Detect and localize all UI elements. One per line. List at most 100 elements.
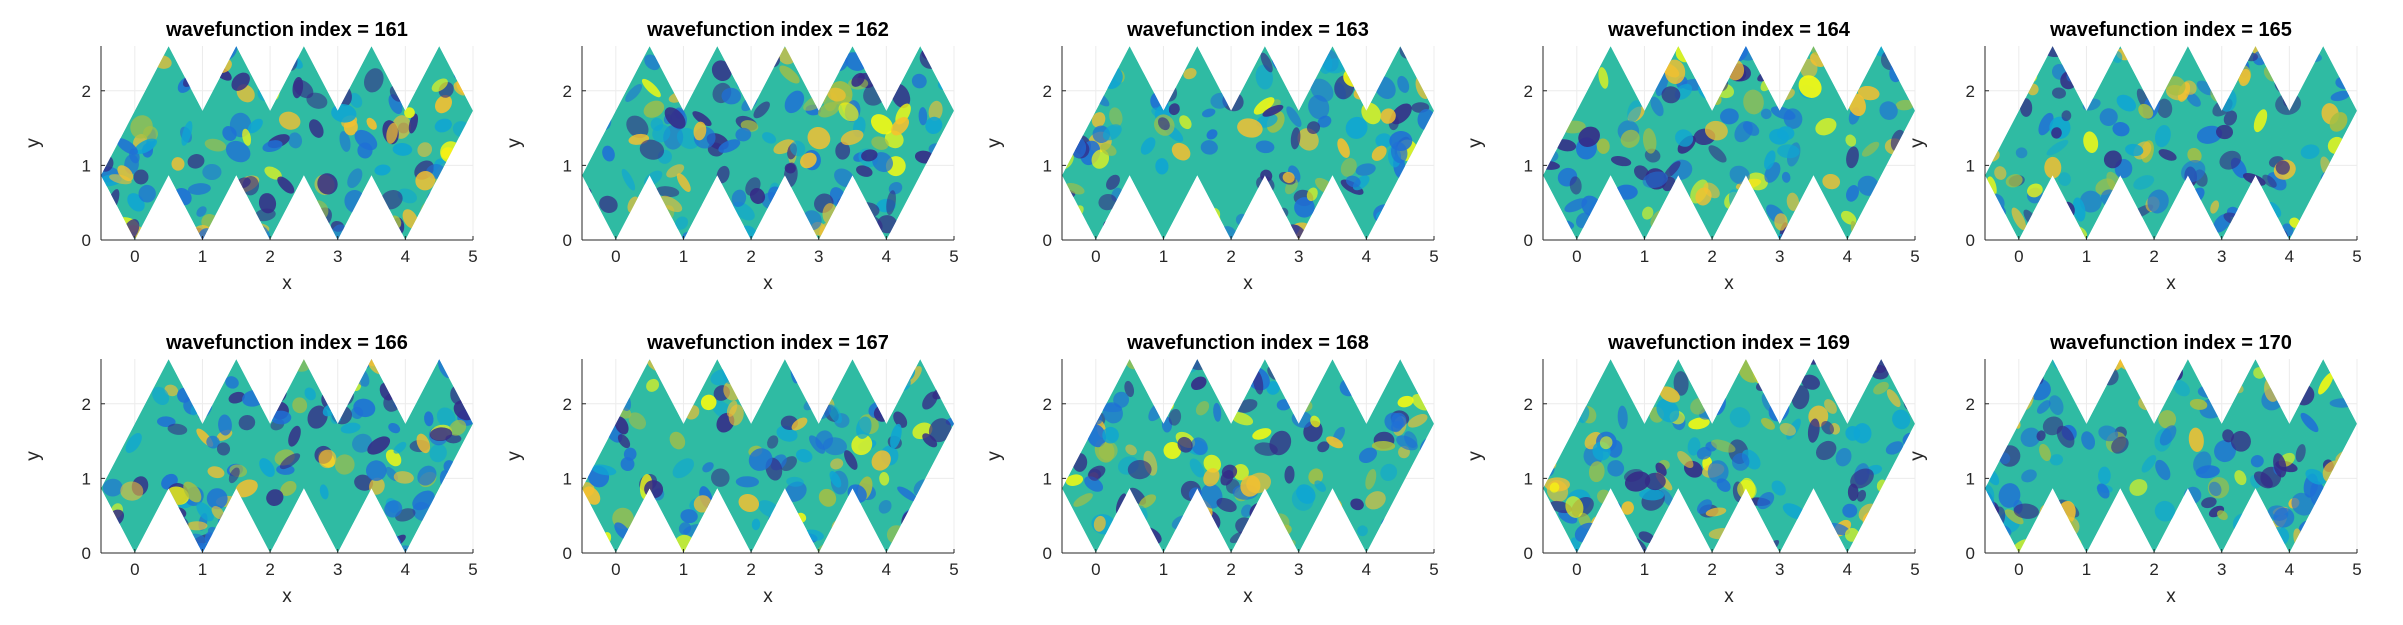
field-blob — [599, 195, 618, 214]
field-blob — [461, 202, 473, 215]
field-blob — [1206, 129, 1218, 140]
x-tick-label: 2 — [1707, 247, 1716, 266]
field-blob — [2272, 369, 2285, 392]
field-blob — [2176, 199, 2195, 215]
field-blob — [928, 184, 948, 208]
field-blob — [1998, 483, 2021, 508]
wavefunction-heatmap — [101, 46, 473, 240]
wavefunction-heatmap — [582, 46, 954, 240]
x-tick-label: 0 — [1091, 247, 1100, 266]
field-blob — [1569, 176, 1582, 195]
y-tick-label: 1 — [1524, 469, 1533, 488]
x-tick-label: 4 — [882, 560, 891, 579]
field-blob — [1856, 489, 1867, 502]
field-blob — [839, 230, 852, 240]
domain-fill — [1985, 46, 2357, 240]
field-blob — [1705, 507, 1727, 517]
field-blob — [216, 442, 231, 456]
field-blob — [1371, 440, 1396, 451]
field-blob — [404, 107, 415, 119]
field-blob — [784, 481, 807, 502]
field-blob — [138, 184, 156, 203]
field-blob — [1623, 468, 1644, 482]
field-blob — [1183, 68, 1197, 80]
field-blob — [625, 84, 643, 102]
field-blob — [1543, 82, 1560, 103]
field-blob — [1408, 499, 1419, 513]
field-blob — [266, 489, 284, 506]
field-blob — [2291, 492, 2315, 516]
field-blob — [753, 101, 770, 119]
field-blob — [187, 154, 205, 169]
field-blob — [450, 218, 466, 237]
field-blob — [855, 540, 876, 552]
field-blob — [374, 164, 391, 176]
field-blob — [659, 195, 683, 213]
x-tick-label: 3 — [2217, 560, 2226, 579]
field-blob — [1191, 376, 1207, 391]
x-tick-label: 3 — [814, 247, 823, 266]
y-tick-label: 0 — [1043, 544, 1052, 563]
field-blob — [2003, 368, 2025, 387]
field-blob — [606, 359, 623, 368]
field-blob — [1664, 540, 1678, 553]
field-blob — [343, 118, 358, 136]
field-blob — [1200, 140, 1218, 155]
x-axis-label: x — [1243, 273, 1253, 294]
field-blob — [1294, 197, 1315, 218]
field-blob — [1166, 368, 1178, 380]
field-blob — [1226, 54, 1237, 78]
field-blob — [700, 394, 717, 411]
field-blob — [830, 458, 844, 470]
field-blob — [2186, 92, 2201, 107]
field-blob — [2222, 429, 2234, 443]
field-blob — [1371, 145, 1387, 161]
field-blob — [749, 188, 766, 204]
field-blob — [1263, 205, 1282, 218]
field-blob — [460, 147, 473, 173]
field-blob — [238, 414, 256, 431]
field-blob — [2138, 103, 2154, 119]
field-blob — [626, 115, 649, 139]
field-blob — [1125, 444, 1137, 456]
field-blob — [1627, 363, 1644, 383]
field-blob — [2021, 469, 2037, 483]
field-blob — [2295, 444, 2306, 463]
field-blob — [2083, 131, 2099, 153]
x-tick-label: 4 — [401, 560, 410, 579]
field-blob — [2158, 149, 2177, 161]
field-blob — [751, 518, 761, 531]
field-blob — [2333, 359, 2350, 370]
field-blob — [1610, 156, 1632, 167]
field-blob — [461, 494, 473, 512]
field-blob — [1098, 193, 1117, 211]
field-blob — [2038, 112, 2054, 136]
field-blob — [196, 206, 207, 217]
field-blob — [247, 118, 263, 134]
field-blob — [196, 502, 214, 522]
field-blob — [101, 78, 119, 100]
field-blob — [2188, 427, 2204, 452]
field-blob — [604, 382, 619, 395]
field-blob — [1357, 525, 1368, 537]
field-blob — [1186, 205, 1206, 226]
field-blob — [1659, 386, 1680, 403]
field-blob — [1887, 46, 1903, 56]
field-blob — [385, 449, 402, 467]
field-blob — [164, 228, 177, 240]
field-blob — [879, 472, 890, 486]
field-blob — [672, 458, 695, 479]
field-blob — [1704, 120, 1728, 141]
field-blob — [1594, 525, 1609, 543]
field-blob — [707, 142, 724, 157]
field-blob — [309, 119, 324, 138]
field-blob — [1620, 129, 1640, 148]
field-blob — [1340, 158, 1357, 177]
field-blob — [288, 425, 301, 447]
field-blob — [1216, 497, 1237, 513]
field-blob — [1347, 56, 1364, 68]
x-tick-label: 1 — [2082, 560, 2091, 579]
field-blob — [2207, 51, 2226, 66]
field-blob — [1290, 70, 1306, 83]
field-blob — [2133, 175, 2155, 190]
